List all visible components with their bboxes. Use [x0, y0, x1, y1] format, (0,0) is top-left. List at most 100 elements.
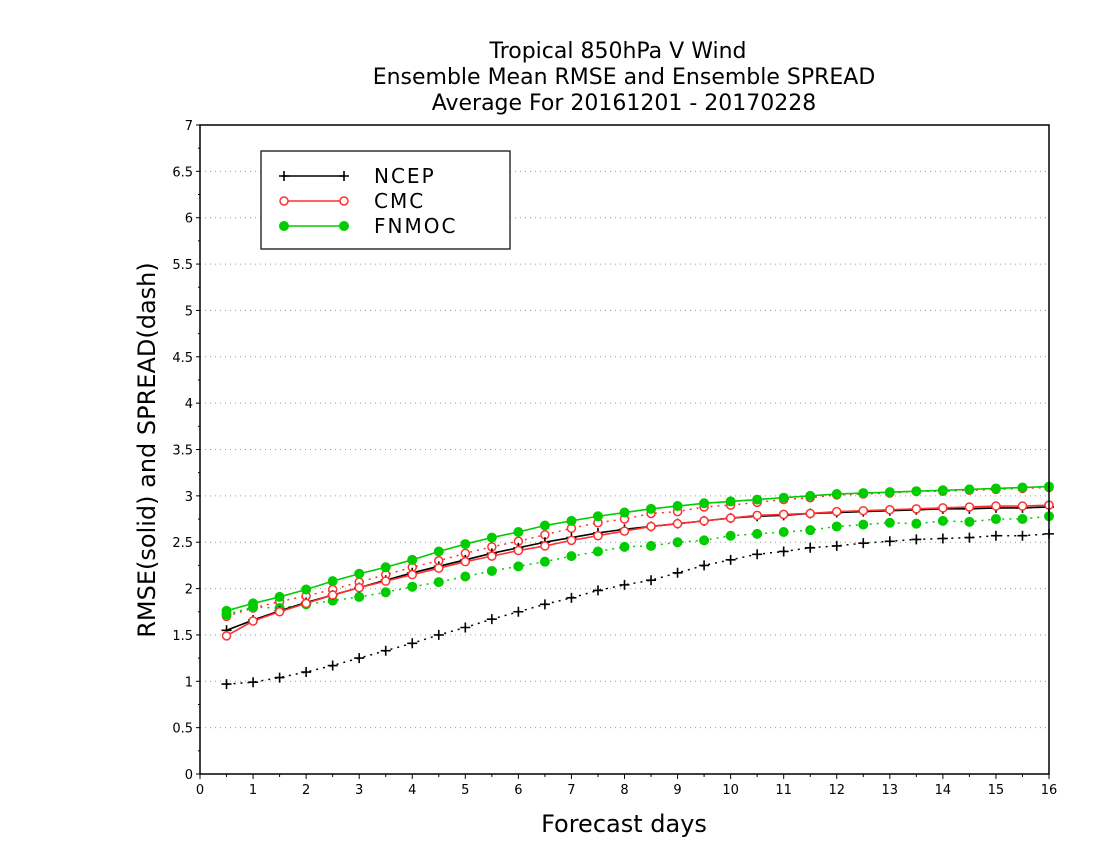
rmse-point-fnmoc — [1017, 482, 1028, 493]
legend-marker-ncep — [339, 171, 349, 181]
spread-point-fnmoc — [752, 528, 763, 539]
rmse-point-cmc — [434, 563, 444, 573]
legend-label-cmc: CMC — [374, 189, 425, 213]
rmse-point-fnmoc — [486, 532, 497, 543]
rmse-point-fnmoc — [327, 576, 338, 587]
rmse-point-fnmoc — [911, 486, 922, 497]
x-tick-label: 14 — [935, 783, 952, 798]
x-tick-label: 3 — [355, 783, 363, 798]
spread-point-fnmoc — [460, 571, 471, 582]
rmse-point-cmc — [327, 590, 338, 600]
rmse-point-fnmoc — [699, 498, 710, 509]
rmse-point-fnmoc — [248, 598, 259, 609]
spread-point-fnmoc — [672, 537, 683, 548]
y-tick-label: 0.5 — [172, 722, 193, 737]
spread-point-ncep — [354, 653, 365, 664]
spread-point-fnmoc — [911, 518, 922, 529]
rmse-point-fnmoc — [539, 520, 550, 531]
legend-marker-ncep — [279, 171, 289, 181]
spread-point-fnmoc — [513, 561, 524, 572]
spread-point-ncep — [858, 538, 869, 549]
y-tick-label: 4.5 — [172, 351, 193, 366]
x-tick-label: 13 — [882, 783, 899, 798]
rmse-point-cmc — [460, 556, 471, 567]
x-tick-label: 16 — [1041, 783, 1058, 798]
rmse-point-fnmoc — [592, 511, 603, 522]
spread-point-ncep — [805, 542, 816, 553]
spread-point-ncep — [380, 645, 391, 656]
rmse-point-fnmoc — [964, 484, 975, 495]
x-tick-label: 5 — [461, 783, 469, 798]
rmse-point-fnmoc — [646, 503, 657, 514]
y-tick-label: 5 — [185, 304, 193, 319]
rmse-point-fnmoc — [937, 485, 948, 496]
rmse-point-fnmoc — [301, 584, 312, 595]
legend-item-cmc: CMC — [279, 189, 425, 213]
rmse-point-fnmoc — [858, 488, 869, 499]
spread-point-ncep — [221, 679, 232, 690]
spread-point-ncep — [460, 622, 471, 633]
spread-point-fnmoc — [433, 577, 444, 588]
x-tick-label: 7 — [567, 783, 575, 798]
rmse-point-cmc — [566, 535, 577, 546]
spread-point-ncep — [699, 560, 710, 571]
rmse-point-cmc — [513, 545, 524, 556]
spread-point-fnmoc — [619, 541, 630, 552]
rmse-point-fnmoc — [672, 501, 683, 512]
y-tick-label: 4 — [185, 397, 193, 412]
rmse-point-cmc — [832, 506, 842, 517]
spread-point-ncep — [1017, 530, 1028, 541]
legend-label-ncep: NCEP — [374, 164, 436, 188]
spread-point-ncep — [592, 585, 603, 596]
spread-point-ncep — [884, 536, 895, 547]
rmse-point-cmc — [301, 598, 311, 609]
rmse-point-fnmoc — [619, 507, 630, 518]
x-tick-label: 10 — [722, 783, 739, 798]
x-tick-label: 12 — [828, 783, 845, 798]
y-axis-label: RMSE(solid) and SPREAD(dash) — [133, 262, 161, 638]
y-tick-label: 7 — [185, 119, 193, 134]
title-line-1: Tropical 850hPa V Wind — [488, 39, 746, 64]
spread-point-ncep — [327, 660, 338, 671]
legend-label-fnmoc: FNMOC — [374, 214, 457, 238]
rmse-point-cmc — [646, 521, 656, 532]
legend: NCEP CMC FNMOC — [260, 150, 511, 250]
spread-point-ncep — [725, 554, 736, 565]
rmse-point-fnmoc — [778, 492, 789, 503]
x-tick-label: 15 — [988, 783, 1005, 798]
rmse-point-cmc — [274, 607, 285, 617]
spread-point-ncep — [831, 540, 842, 551]
rmse-point-fnmoc — [407, 554, 418, 565]
spread-point-ncep — [301, 667, 312, 678]
legend-marker-fnmoc — [339, 221, 349, 231]
spread-point-ncep — [990, 530, 1001, 541]
y-tick-label: 1 — [185, 675, 193, 690]
spread-point-ncep — [248, 677, 259, 688]
spread-point-fnmoc — [831, 521, 842, 532]
spread-point-fnmoc — [486, 565, 497, 576]
rmse-point-fnmoc — [221, 605, 232, 616]
spread-point-ncep — [486, 614, 497, 625]
rmse-point-fnmoc — [354, 568, 365, 579]
rmse-point-cmc — [858, 505, 869, 516]
x-tick-label: 1 — [249, 783, 257, 798]
spread-point-fnmoc — [539, 556, 550, 567]
rmse-point-fnmoc — [433, 546, 444, 557]
spread-point-fnmoc — [964, 516, 975, 527]
rmse-point-cmc — [593, 530, 603, 541]
grid — [200, 170, 1049, 729]
rmse-point-cmc — [911, 504, 922, 514]
spread-series-group — [221, 482, 1054, 690]
x-axis-label: Forecast days — [541, 810, 707, 838]
legend-marker-cmc — [279, 196, 289, 206]
rmse-line-fnmoc — [226, 485, 1050, 612]
rmse-point-cmc — [725, 513, 736, 523]
y-tick-label: 2 — [185, 583, 193, 598]
y-tick-label: 0 — [185, 768, 193, 783]
legend-swatch-cmc — [279, 196, 349, 206]
spread-point-fnmoc — [380, 587, 391, 598]
rmse-point-cmc — [672, 518, 683, 529]
spread-point-ncep — [433, 629, 444, 640]
rmse-point-cmc — [487, 551, 497, 561]
rmse-line-ncep — [226, 506, 1050, 632]
